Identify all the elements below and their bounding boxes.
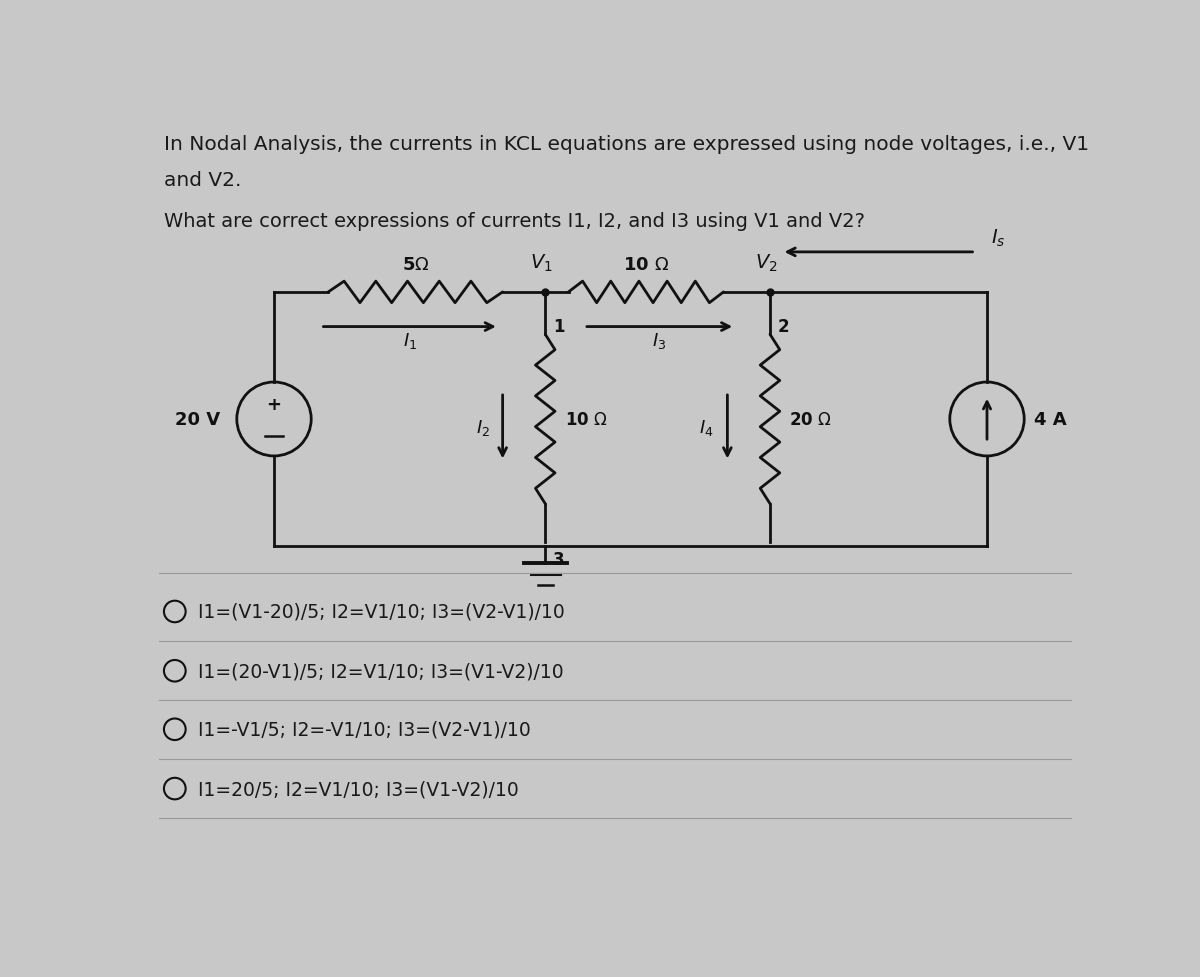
Text: 10 $\Omega$: 10 $\Omega$ [565, 410, 607, 429]
Text: $I_4$: $I_4$ [700, 417, 714, 438]
Text: 10 $\Omega$: 10 $\Omega$ [623, 255, 670, 274]
Text: In Nodal Analysis, the currents in KCL equations are expressed using node voltag: In Nodal Analysis, the currents in KCL e… [164, 135, 1090, 154]
Text: $V_2$: $V_2$ [755, 252, 778, 274]
Text: 3: 3 [553, 550, 565, 569]
Text: I1=(20-V1)/5; I2=V1/10; I3=(V1-V2)/10: I1=(20-V1)/5; I2=V1/10; I3=(V1-V2)/10 [198, 661, 564, 681]
Text: I1=-V1/5; I2=-V1/10; I3=(V2-V1)/10: I1=-V1/5; I2=-V1/10; I3=(V2-V1)/10 [198, 720, 530, 739]
Text: +: + [266, 395, 282, 413]
Text: 5$\Omega$: 5$\Omega$ [402, 255, 430, 274]
Text: $V_1$: $V_1$ [530, 252, 553, 274]
Text: and V2.: and V2. [164, 171, 241, 191]
Text: $I_3$: $I_3$ [653, 331, 667, 351]
Text: $I_1$: $I_1$ [402, 331, 416, 351]
Text: 4 A: 4 A [1033, 410, 1066, 429]
Text: What are correct expressions of currents I1, I2, and I3 using V1 and V2?: What are correct expressions of currents… [164, 212, 865, 231]
Text: $I_s$: $I_s$ [991, 228, 1006, 249]
Text: 1: 1 [553, 318, 564, 335]
Text: 20 V: 20 V [175, 410, 220, 429]
Text: I1=(V1-20)/5; I2=V1/10; I3=(V2-V1)/10: I1=(V1-20)/5; I2=V1/10; I3=(V2-V1)/10 [198, 603, 565, 621]
Text: I1=20/5; I2=V1/10; I3=(V1-V2)/10: I1=20/5; I2=V1/10; I3=(V1-V2)/10 [198, 780, 518, 798]
Text: $I_2$: $I_2$ [476, 417, 491, 438]
Text: 2: 2 [778, 318, 790, 335]
Text: 20 $\Omega$: 20 $\Omega$ [790, 410, 833, 429]
